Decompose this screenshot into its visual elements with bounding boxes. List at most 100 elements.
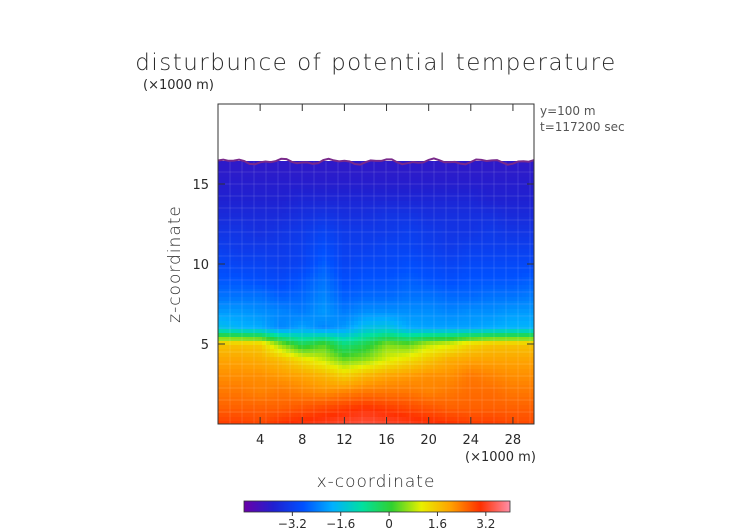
field-cell xyxy=(254,173,259,178)
field-cell xyxy=(406,317,411,322)
field-cell xyxy=(230,365,235,370)
field-cell xyxy=(438,189,443,194)
field-cell xyxy=(318,333,323,338)
field-cell xyxy=(262,321,267,326)
field-cell xyxy=(314,361,319,366)
field-cell xyxy=(446,317,451,322)
field-cell xyxy=(238,289,243,294)
field-cell xyxy=(434,261,439,266)
field-cell xyxy=(274,389,279,394)
field-cell xyxy=(422,337,427,342)
field-cell xyxy=(266,333,271,338)
field-cell xyxy=(510,217,515,222)
field-cell xyxy=(290,381,295,386)
field-cell xyxy=(238,221,243,226)
field-cell xyxy=(502,173,507,178)
field-cell xyxy=(438,165,443,170)
field-cell xyxy=(418,285,423,290)
field-cell xyxy=(370,245,375,250)
field-cell xyxy=(370,185,375,190)
field-cell xyxy=(374,313,379,318)
field-cell xyxy=(282,237,287,242)
field-cell xyxy=(486,161,491,166)
field-cell xyxy=(494,185,499,190)
field-cell xyxy=(418,289,423,294)
field-cell xyxy=(262,217,267,222)
field-cell xyxy=(250,405,255,410)
field-cell xyxy=(374,353,379,358)
field-cell xyxy=(462,213,467,218)
field-cell xyxy=(458,409,463,414)
field-cell xyxy=(290,385,295,390)
field-cell xyxy=(454,333,459,338)
field-cell xyxy=(514,337,519,342)
field-cell xyxy=(406,369,411,374)
field-cell xyxy=(442,165,447,170)
field-cell xyxy=(318,169,323,174)
field-cell xyxy=(410,353,415,358)
field-cell xyxy=(270,241,275,246)
field-cell xyxy=(498,237,503,242)
field-cell xyxy=(458,221,463,226)
field-cell xyxy=(254,225,259,230)
field-cell xyxy=(498,221,503,226)
field-cell xyxy=(462,269,467,274)
field-cell xyxy=(338,213,343,218)
field-cell xyxy=(378,345,383,350)
field-cell xyxy=(482,161,487,166)
field-cell xyxy=(450,393,455,398)
field-cell xyxy=(374,341,379,346)
field-cell xyxy=(302,341,307,346)
field-cell xyxy=(346,317,351,322)
field-cell xyxy=(222,257,227,262)
field-cell xyxy=(318,269,323,274)
field-cell xyxy=(514,309,519,314)
field-cell xyxy=(530,269,534,274)
field-cell xyxy=(466,325,471,330)
field-cell xyxy=(282,349,287,354)
field-cell xyxy=(414,241,419,246)
field-cell xyxy=(370,293,375,298)
field-cell xyxy=(330,297,335,302)
field-cell xyxy=(310,261,315,266)
field-cell xyxy=(342,325,347,330)
field-cell xyxy=(230,405,235,410)
field-cell xyxy=(362,277,367,282)
field-cell xyxy=(218,221,223,226)
field-cell xyxy=(498,361,503,366)
field-cell xyxy=(506,305,511,310)
field-cell xyxy=(298,189,303,194)
field-cell xyxy=(310,405,315,410)
field-cell xyxy=(274,413,279,418)
field-cell xyxy=(482,285,487,290)
field-cell xyxy=(322,173,327,178)
field-cell xyxy=(386,333,391,338)
field-cell xyxy=(230,349,235,354)
field-cell xyxy=(406,261,411,266)
field-cell xyxy=(258,373,263,378)
field-cell xyxy=(486,409,491,414)
field-cell xyxy=(418,229,423,234)
field-cell xyxy=(366,281,371,286)
field-cell xyxy=(474,317,479,322)
field-cell xyxy=(530,169,534,174)
field-cell xyxy=(486,233,491,238)
field-cell xyxy=(242,321,247,326)
field-cell xyxy=(350,373,355,378)
field-cell xyxy=(442,237,447,242)
field-cell xyxy=(274,385,279,390)
field-cell xyxy=(266,397,271,402)
field-cell xyxy=(494,249,499,254)
field-cell xyxy=(446,401,451,406)
field-cell xyxy=(494,293,499,298)
field-cell xyxy=(514,229,519,234)
field-cell xyxy=(274,165,279,170)
field-cell xyxy=(282,301,287,306)
field-cell xyxy=(474,177,479,182)
field-cell xyxy=(262,249,267,254)
field-cell xyxy=(270,301,275,306)
field-cell xyxy=(406,169,411,174)
field-cell xyxy=(450,209,455,214)
field-cell xyxy=(270,233,275,238)
field-cell xyxy=(474,369,479,374)
